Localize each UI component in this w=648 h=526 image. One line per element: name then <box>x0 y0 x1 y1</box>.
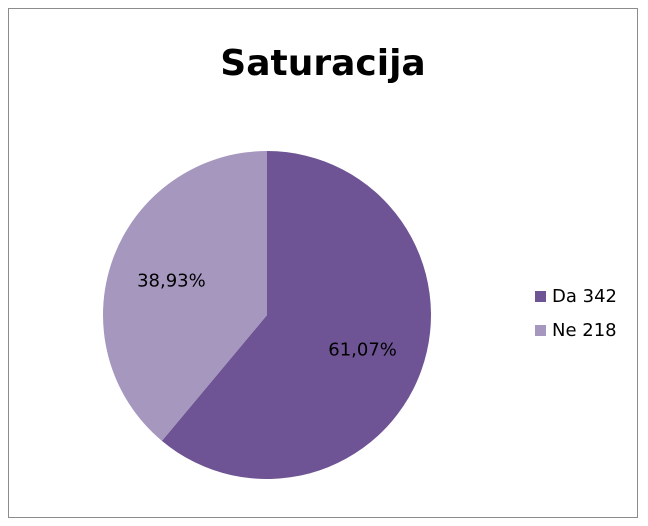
legend-label-da: Da 342 <box>552 285 617 307</box>
pie-slice-da <box>161 151 432 480</box>
legend-swatch-da <box>535 290 546 302</box>
chart-frame: Saturacija 61,07% 38,93% Da 342 Ne 218 <box>8 8 638 518</box>
legend-item-ne: Ne 218 <box>535 313 617 347</box>
chart-title: Saturacija <box>220 43 426 84</box>
legend: Da 342 Ne 218 <box>535 279 617 347</box>
legend-item-da: Da 342 <box>535 279 617 313</box>
legend-swatch-ne <box>535 324 546 336</box>
pie-chart: 61,07% 38,93% <box>103 151 432 480</box>
data-label-da: 61,07% <box>328 340 397 361</box>
pie-slice-ne <box>103 151 268 441</box>
data-label-ne: 38,93% <box>137 270 206 291</box>
legend-label-ne: Ne 218 <box>552 319 617 341</box>
